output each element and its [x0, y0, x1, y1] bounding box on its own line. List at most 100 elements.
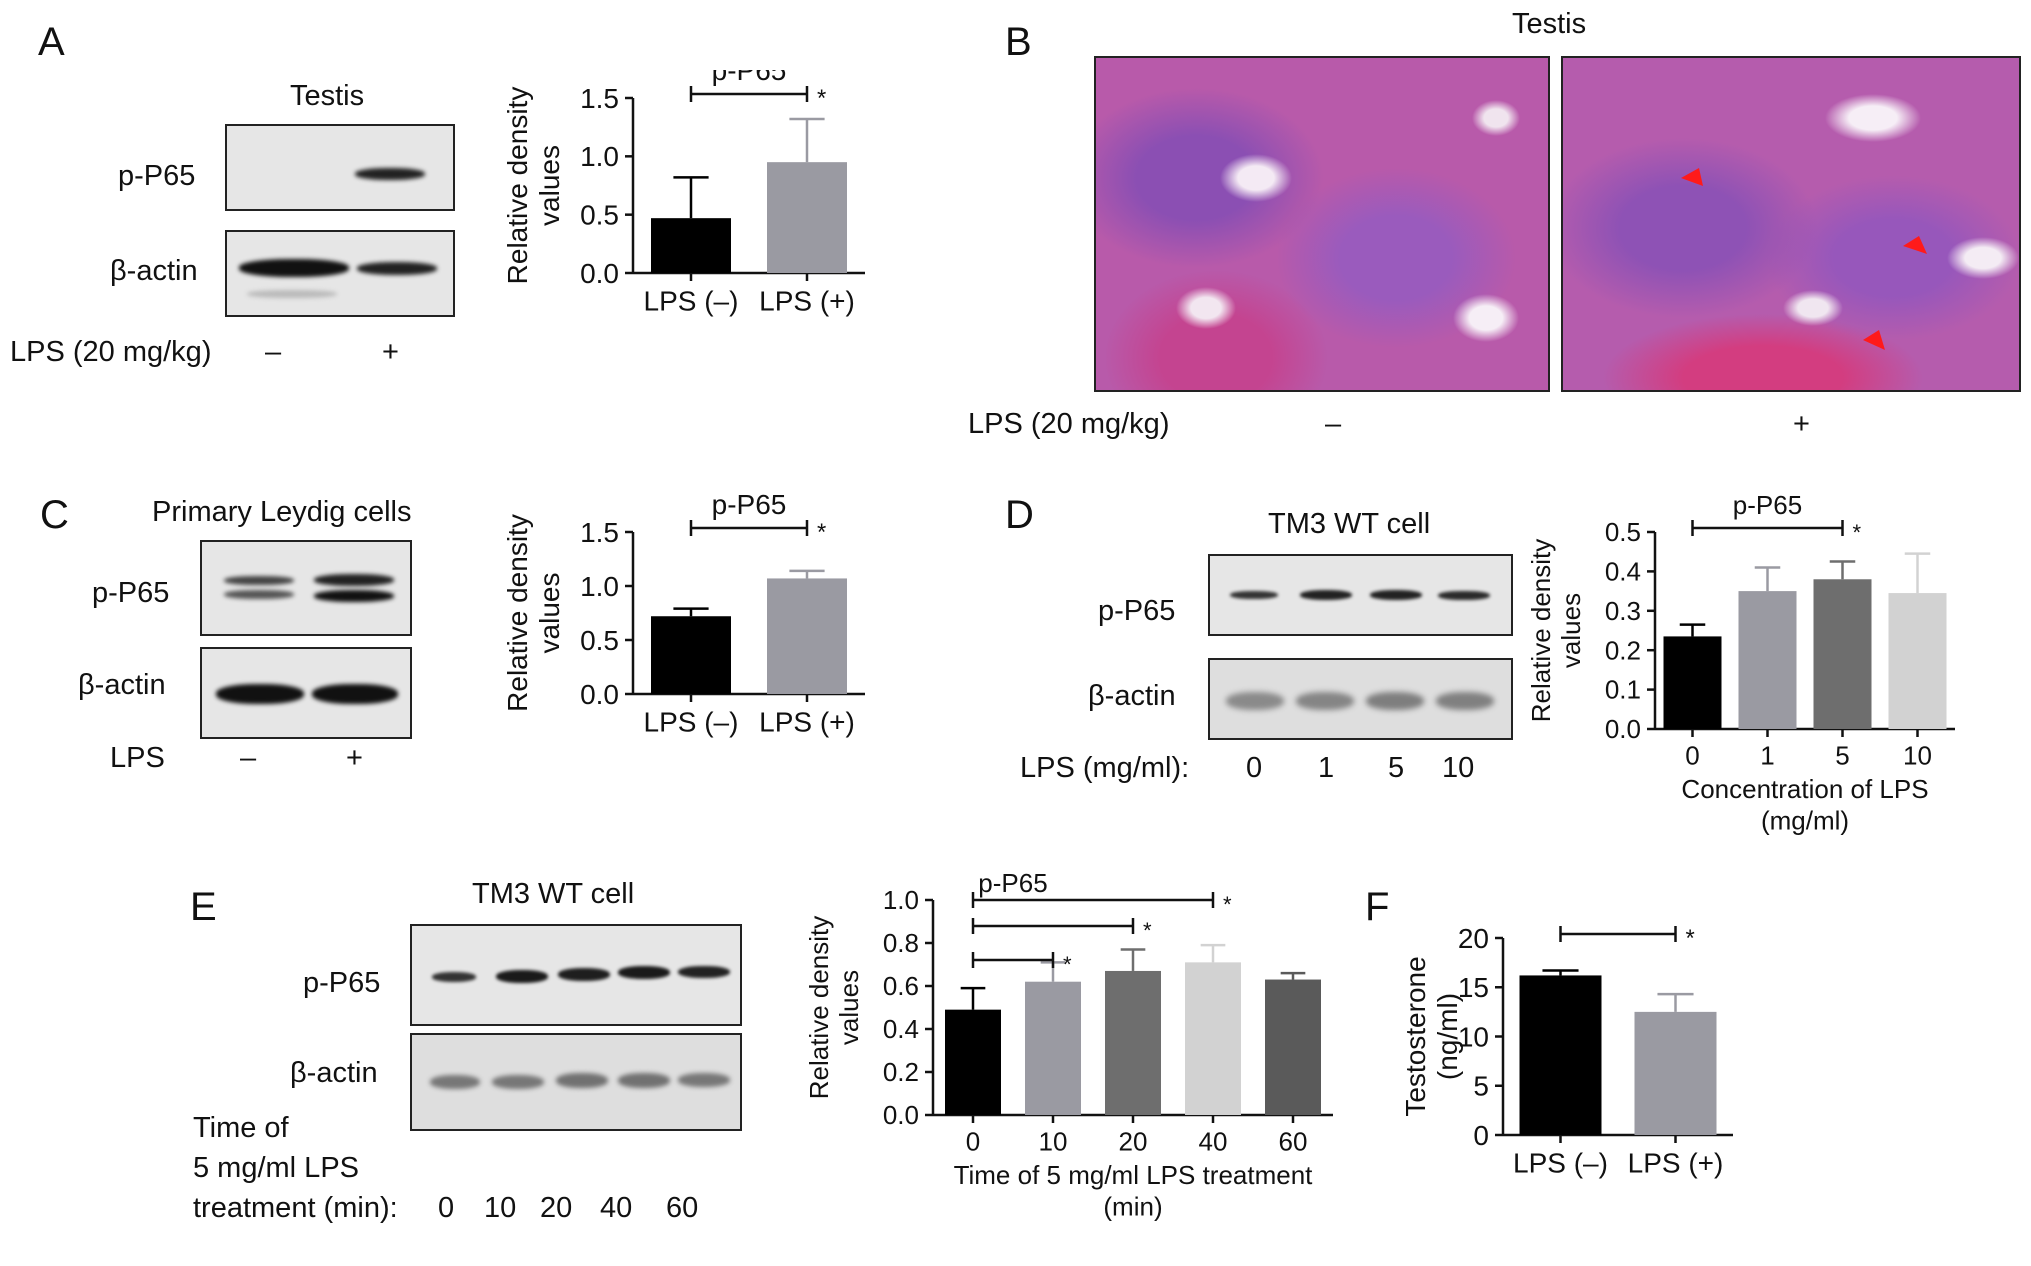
y-tick-label: 1.0 — [580, 141, 619, 172]
histology-image-control — [1094, 56, 1550, 392]
y-tick-label: 0.1 — [1605, 675, 1641, 705]
lane-label-d-1: 0 — [1246, 752, 1263, 784]
blot-band — [314, 574, 394, 586]
blot-band — [1226, 692, 1284, 710]
significance-star: * — [1063, 952, 1072, 977]
y-tick-label: 0.2 — [1605, 635, 1641, 665]
significance-star: * — [1853, 520, 1862, 545]
blot-title-e: TM3 WT cell — [472, 878, 635, 910]
western-blot-c-actin — [200, 647, 412, 739]
blot-band — [432, 972, 476, 982]
bar-0 — [945, 1009, 1001, 1115]
western-blot-d-p65 — [1208, 554, 1513, 636]
y-axis-label: (ng/ml) — [1432, 993, 1463, 1080]
blot-band — [1366, 692, 1424, 710]
lane-label-c-2: + — [346, 742, 363, 774]
bar-lps- — [767, 162, 847, 273]
chart-title: p-P65 — [978, 868, 1047, 898]
y-tick-label: 0.4 — [883, 1014, 919, 1044]
x-tick-label: LPS (+) — [759, 706, 855, 737]
blot-band — [1370, 590, 1422, 600]
chart-title: p-P65 — [1733, 490, 1802, 520]
blot-band — [224, 590, 294, 599]
treatment-label-d: LPS (mg/ml): — [1020, 752, 1190, 784]
y-tick-label: 0 — [1473, 1120, 1489, 1151]
x-axis-label: (mg/ml) — [1761, 805, 1849, 835]
x-axis-label: (min) — [1103, 1191, 1162, 1221]
x-tick-label: LPS (–) — [1513, 1147, 1608, 1178]
x-tick-label: LPS (–) — [644, 706, 739, 737]
lane-label-e-3: 20 — [540, 1192, 573, 1224]
x-tick-label: 40 — [1199, 1126, 1228, 1156]
y-tick-label: 0.5 — [580, 625, 619, 656]
bar-chart-e: 0.0 0.2 0.4 0.6 0.8 1.0 0 10 20 40 60 * * * p-P65 Relat… — [804, 868, 1333, 1221]
y-tick-label: 0.2 — [883, 1057, 919, 1087]
x-axis-label: Concentration of LPS — [1681, 774, 1928, 804]
y-axis-label: Relative density — [1530, 539, 1556, 723]
panel-label-a: A — [38, 20, 65, 64]
x-tick-label: LPS (+) — [1628, 1147, 1724, 1178]
blot-band — [224, 576, 294, 585]
blot-band — [618, 966, 670, 979]
lane-label-b-2: + — [1793, 408, 1810, 440]
y-axis-label: Relative density — [502, 514, 533, 712]
y-axis-label: Relative density — [804, 916, 834, 1100]
blot-row-label-a-2: β-actin — [110, 255, 198, 287]
blot-band — [558, 968, 610, 981]
western-blot-e-p65 — [410, 924, 742, 1026]
x-tick-label: 60 — [1279, 1126, 1308, 1156]
significance-star: * — [817, 519, 826, 546]
y-axis-label: values — [1556, 593, 1586, 668]
blot-band — [1296, 692, 1354, 710]
y-axis-label: Relative density — [502, 87, 533, 285]
bar-chart-f: 0 5 10 15 20 LPS (–) LPS (+) * Testosterone (ng/m… — [1400, 923, 1733, 1178]
x-axis-label: Time of 5 mg/ml LPS treatment — [954, 1160, 1314, 1190]
blot-row-label-c-2: β-actin — [78, 669, 166, 701]
histology-title-b: Testis — [1512, 8, 1587, 40]
y-tick-label: 1.0 — [580, 571, 619, 602]
bar-1 — [1738, 591, 1797, 729]
y-tick-label: 0.0 — [580, 679, 619, 710]
chart-title: p-P65 — [712, 489, 787, 520]
western-blot-a-p65 — [225, 124, 455, 211]
treatment-label-a: LPS (20 mg/kg) — [10, 336, 212, 368]
x-tick-label: 10 — [1903, 740, 1932, 770]
blot-band — [1230, 591, 1278, 599]
blot-band — [357, 262, 437, 275]
bar-40 — [1185, 962, 1241, 1115]
significance-star: * — [1223, 892, 1232, 917]
blot-row-label-a-1: p-P65 — [118, 160, 196, 192]
blot-band — [1300, 590, 1352, 600]
blot-title-c: Primary Leydig cells — [152, 496, 412, 528]
blot-row-label-c-1: p-P65 — [92, 577, 170, 609]
lane-label-a-1: – — [265, 336, 282, 368]
x-tick-label: 5 — [1835, 740, 1849, 770]
y-axis-label: values — [534, 573, 565, 654]
x-tick-label: LPS (–) — [644, 285, 739, 316]
western-blot-a-actin — [225, 230, 455, 317]
blot-band — [1436, 692, 1494, 710]
bar-chart-a: 0.0 0.5 1.0 1.5 LPS (–) LPS (+) * p-P65 Relative… — [502, 70, 865, 316]
lane-label-d-2: 1 — [1318, 752, 1335, 784]
panel-label-c: C — [40, 493, 69, 537]
y-tick-label: 0.0 — [883, 1100, 919, 1130]
treatment-label-b: LPS (20 mg/kg) — [968, 408, 1170, 440]
panel-label-f: F — [1365, 885, 1390, 929]
lane-label-e-4: 40 — [600, 1192, 633, 1224]
x-tick-label: 1 — [1760, 740, 1774, 770]
western-blot-d-actin — [1208, 658, 1513, 740]
red-arrow-markers — [1681, 168, 1927, 350]
y-tick-label: 0.5 — [580, 199, 619, 230]
y-tick-label: 0.3 — [1605, 596, 1641, 626]
bar-lps- — [1634, 1011, 1717, 1135]
lane-label-b-1: – — [1325, 408, 1342, 440]
bar-5 — [1813, 579, 1872, 729]
blot-band — [678, 966, 730, 978]
y-tick-label: 1.5 — [580, 517, 619, 548]
y-tick-label: 10 — [1458, 1021, 1489, 1052]
treatment-label-e-line3: treatment (min): — [193, 1192, 398, 1224]
blot-band — [355, 168, 425, 180]
blot-band — [496, 970, 548, 983]
y-tick-label: 0.8 — [883, 928, 919, 958]
blot-row-label-d-2: β-actin — [1088, 680, 1176, 712]
